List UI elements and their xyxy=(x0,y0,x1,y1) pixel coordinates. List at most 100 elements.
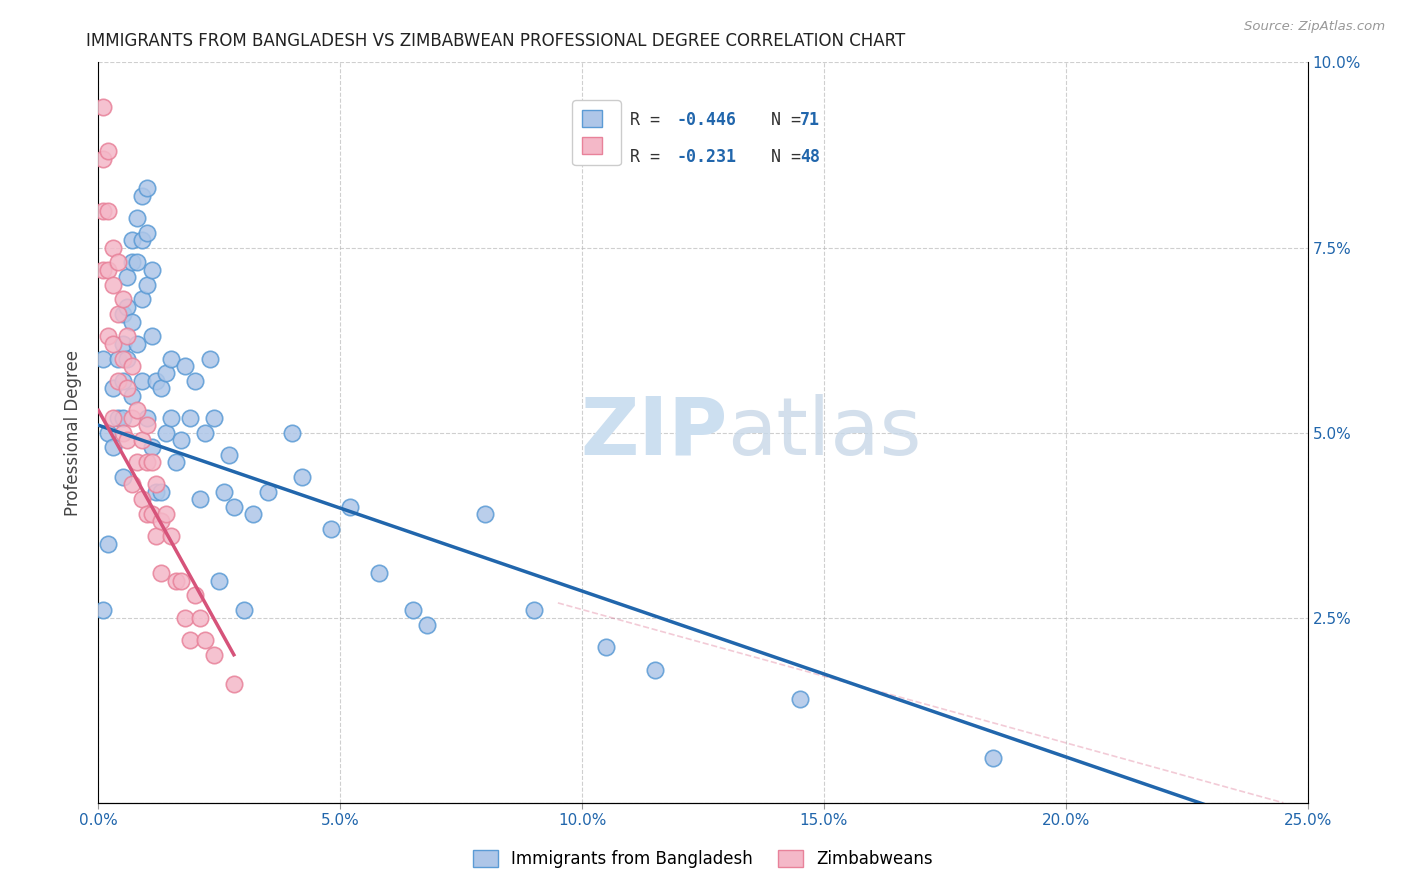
Point xyxy=(117,351,139,366)
Point xyxy=(204,410,226,425)
Point xyxy=(101,410,124,425)
Point xyxy=(101,381,124,395)
Point xyxy=(368,566,391,581)
Point xyxy=(232,603,254,617)
Point xyxy=(121,410,143,425)
Text: Source: ZipAtlas.com: Source: ZipAtlas.com xyxy=(1244,20,1385,33)
Point xyxy=(174,610,197,624)
Point xyxy=(97,536,120,550)
Point xyxy=(111,374,134,388)
Text: R =: R = xyxy=(630,148,671,166)
Point xyxy=(319,522,342,536)
Point xyxy=(117,270,139,285)
Point xyxy=(155,425,177,440)
Point xyxy=(91,100,114,114)
Point xyxy=(194,425,217,440)
Point xyxy=(111,336,134,351)
Point xyxy=(135,418,157,433)
Point xyxy=(107,255,129,269)
Point xyxy=(107,351,129,366)
Point xyxy=(131,233,153,247)
Point xyxy=(91,152,114,166)
Point xyxy=(127,211,149,225)
Point xyxy=(131,433,153,447)
Y-axis label: Professional Degree: Professional Degree xyxy=(65,350,83,516)
Point xyxy=(121,255,143,269)
Point xyxy=(222,677,245,691)
Point xyxy=(165,574,187,588)
Point xyxy=(97,203,120,218)
Point xyxy=(169,574,191,588)
Point xyxy=(141,455,163,469)
Point xyxy=(155,507,177,521)
Point xyxy=(91,262,114,277)
Point xyxy=(117,329,139,343)
Point xyxy=(91,603,114,617)
Point xyxy=(204,648,226,662)
Point xyxy=(169,433,191,447)
Point xyxy=(121,477,143,491)
Point xyxy=(107,410,129,425)
Point xyxy=(97,262,120,277)
Point xyxy=(188,610,211,624)
Point xyxy=(121,233,143,247)
Point xyxy=(135,410,157,425)
Point xyxy=(127,336,149,351)
Point xyxy=(101,336,124,351)
Point xyxy=(595,640,617,655)
Text: R =: R = xyxy=(630,112,671,129)
Point xyxy=(127,455,149,469)
Point xyxy=(91,351,114,366)
Point xyxy=(222,500,245,514)
Point xyxy=(208,574,231,588)
Text: N =: N = xyxy=(751,148,811,166)
Point xyxy=(416,618,439,632)
Point xyxy=(141,441,163,455)
Point xyxy=(523,603,546,617)
Text: atlas: atlas xyxy=(727,393,921,472)
Point xyxy=(135,277,157,292)
Point xyxy=(121,388,143,402)
Point xyxy=(121,359,143,373)
Point xyxy=(218,448,240,462)
Point xyxy=(160,351,183,366)
Point xyxy=(402,603,425,617)
Point xyxy=(981,751,1004,765)
Point xyxy=(111,470,134,484)
Point xyxy=(131,293,153,307)
Point xyxy=(789,692,811,706)
Point xyxy=(101,441,124,455)
Point xyxy=(145,529,167,543)
Point xyxy=(141,507,163,521)
Point xyxy=(111,410,134,425)
Point xyxy=(150,566,173,581)
Point xyxy=(339,500,361,514)
Point xyxy=(242,507,264,521)
Point xyxy=(135,226,157,240)
Point xyxy=(160,529,183,543)
Point xyxy=(91,203,114,218)
Point xyxy=(97,425,120,440)
Point xyxy=(107,307,129,321)
Point xyxy=(150,381,173,395)
Point xyxy=(212,484,235,499)
Point xyxy=(97,145,120,159)
Point xyxy=(135,507,157,521)
Point xyxy=(97,329,120,343)
Point xyxy=(179,410,201,425)
Text: IMMIGRANTS FROM BANGLADESH VS ZIMBABWEAN PROFESSIONAL DEGREE CORRELATION CHART: IMMIGRANTS FROM BANGLADESH VS ZIMBABWEAN… xyxy=(86,32,905,50)
Point xyxy=(256,484,278,499)
Point xyxy=(111,351,134,366)
Point xyxy=(117,300,139,314)
Point xyxy=(160,410,183,425)
Text: N =: N = xyxy=(751,112,811,129)
Text: 48: 48 xyxy=(800,148,820,166)
Point xyxy=(150,484,173,499)
Text: 71: 71 xyxy=(800,112,820,129)
Point xyxy=(179,632,201,647)
Text: -0.231: -0.231 xyxy=(676,148,737,166)
Point xyxy=(290,470,312,484)
Point xyxy=(131,188,153,202)
Point xyxy=(127,255,149,269)
Point xyxy=(145,374,167,388)
